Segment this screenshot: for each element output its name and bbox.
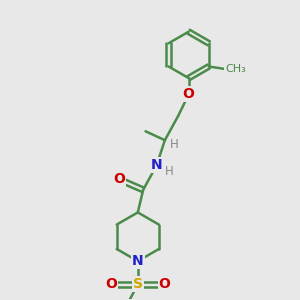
Text: S: S bbox=[133, 277, 143, 291]
Text: O: O bbox=[159, 277, 170, 291]
Text: H: H bbox=[165, 166, 173, 178]
Text: N: N bbox=[132, 254, 144, 268]
Text: H: H bbox=[170, 138, 179, 151]
Text: O: O bbox=[183, 87, 195, 101]
Text: O: O bbox=[113, 172, 125, 186]
Text: CH₃: CH₃ bbox=[225, 64, 246, 74]
Text: O: O bbox=[105, 277, 117, 291]
Text: N: N bbox=[151, 158, 162, 172]
